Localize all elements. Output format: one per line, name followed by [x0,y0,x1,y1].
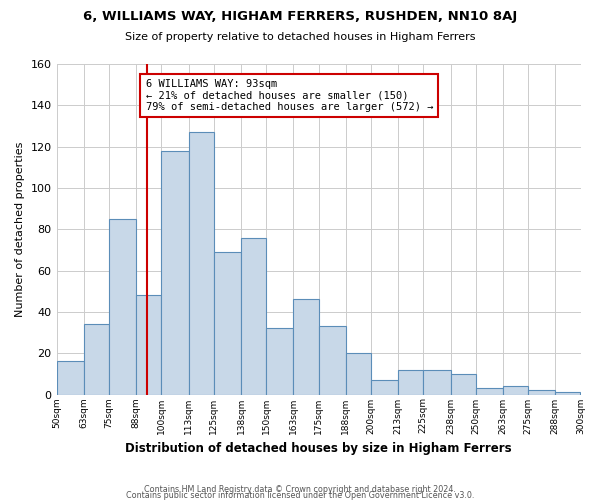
Bar [346,353,371,395]
Bar [398,370,424,394]
Text: 6, WILLIAMS WAY, HIGHAM FERRERS, RUSHDEN, NN10 8AJ: 6, WILLIAMS WAY, HIGHAM FERRERS, RUSHDEN… [83,10,517,23]
Bar [56,362,84,394]
Bar [424,370,451,394]
Bar [109,219,136,394]
Text: Contains public sector information licensed under the Open Government Licence v3: Contains public sector information licen… [126,491,474,500]
Bar [188,132,214,394]
Bar [528,390,556,394]
Bar [136,296,161,394]
Bar [214,252,241,394]
Text: 6 WILLIAMS WAY: 93sqm
← 21% of detached houses are smaller (150)
79% of semi-det: 6 WILLIAMS WAY: 93sqm ← 21% of detached … [146,79,433,112]
Bar [84,324,109,394]
Bar [161,151,188,394]
Text: Size of property relative to detached houses in Higham Ferrers: Size of property relative to detached ho… [125,32,475,42]
Bar [266,328,293,394]
Bar [293,300,319,394]
Bar [371,380,398,394]
Bar [556,392,580,394]
Bar [241,238,266,394]
Text: Contains HM Land Registry data © Crown copyright and database right 2024.: Contains HM Land Registry data © Crown c… [144,484,456,494]
Bar [319,326,346,394]
Y-axis label: Number of detached properties: Number of detached properties [15,142,25,317]
Bar [476,388,503,394]
X-axis label: Distribution of detached houses by size in Higham Ferrers: Distribution of detached houses by size … [125,442,512,455]
Bar [503,386,528,394]
Bar [451,374,476,394]
